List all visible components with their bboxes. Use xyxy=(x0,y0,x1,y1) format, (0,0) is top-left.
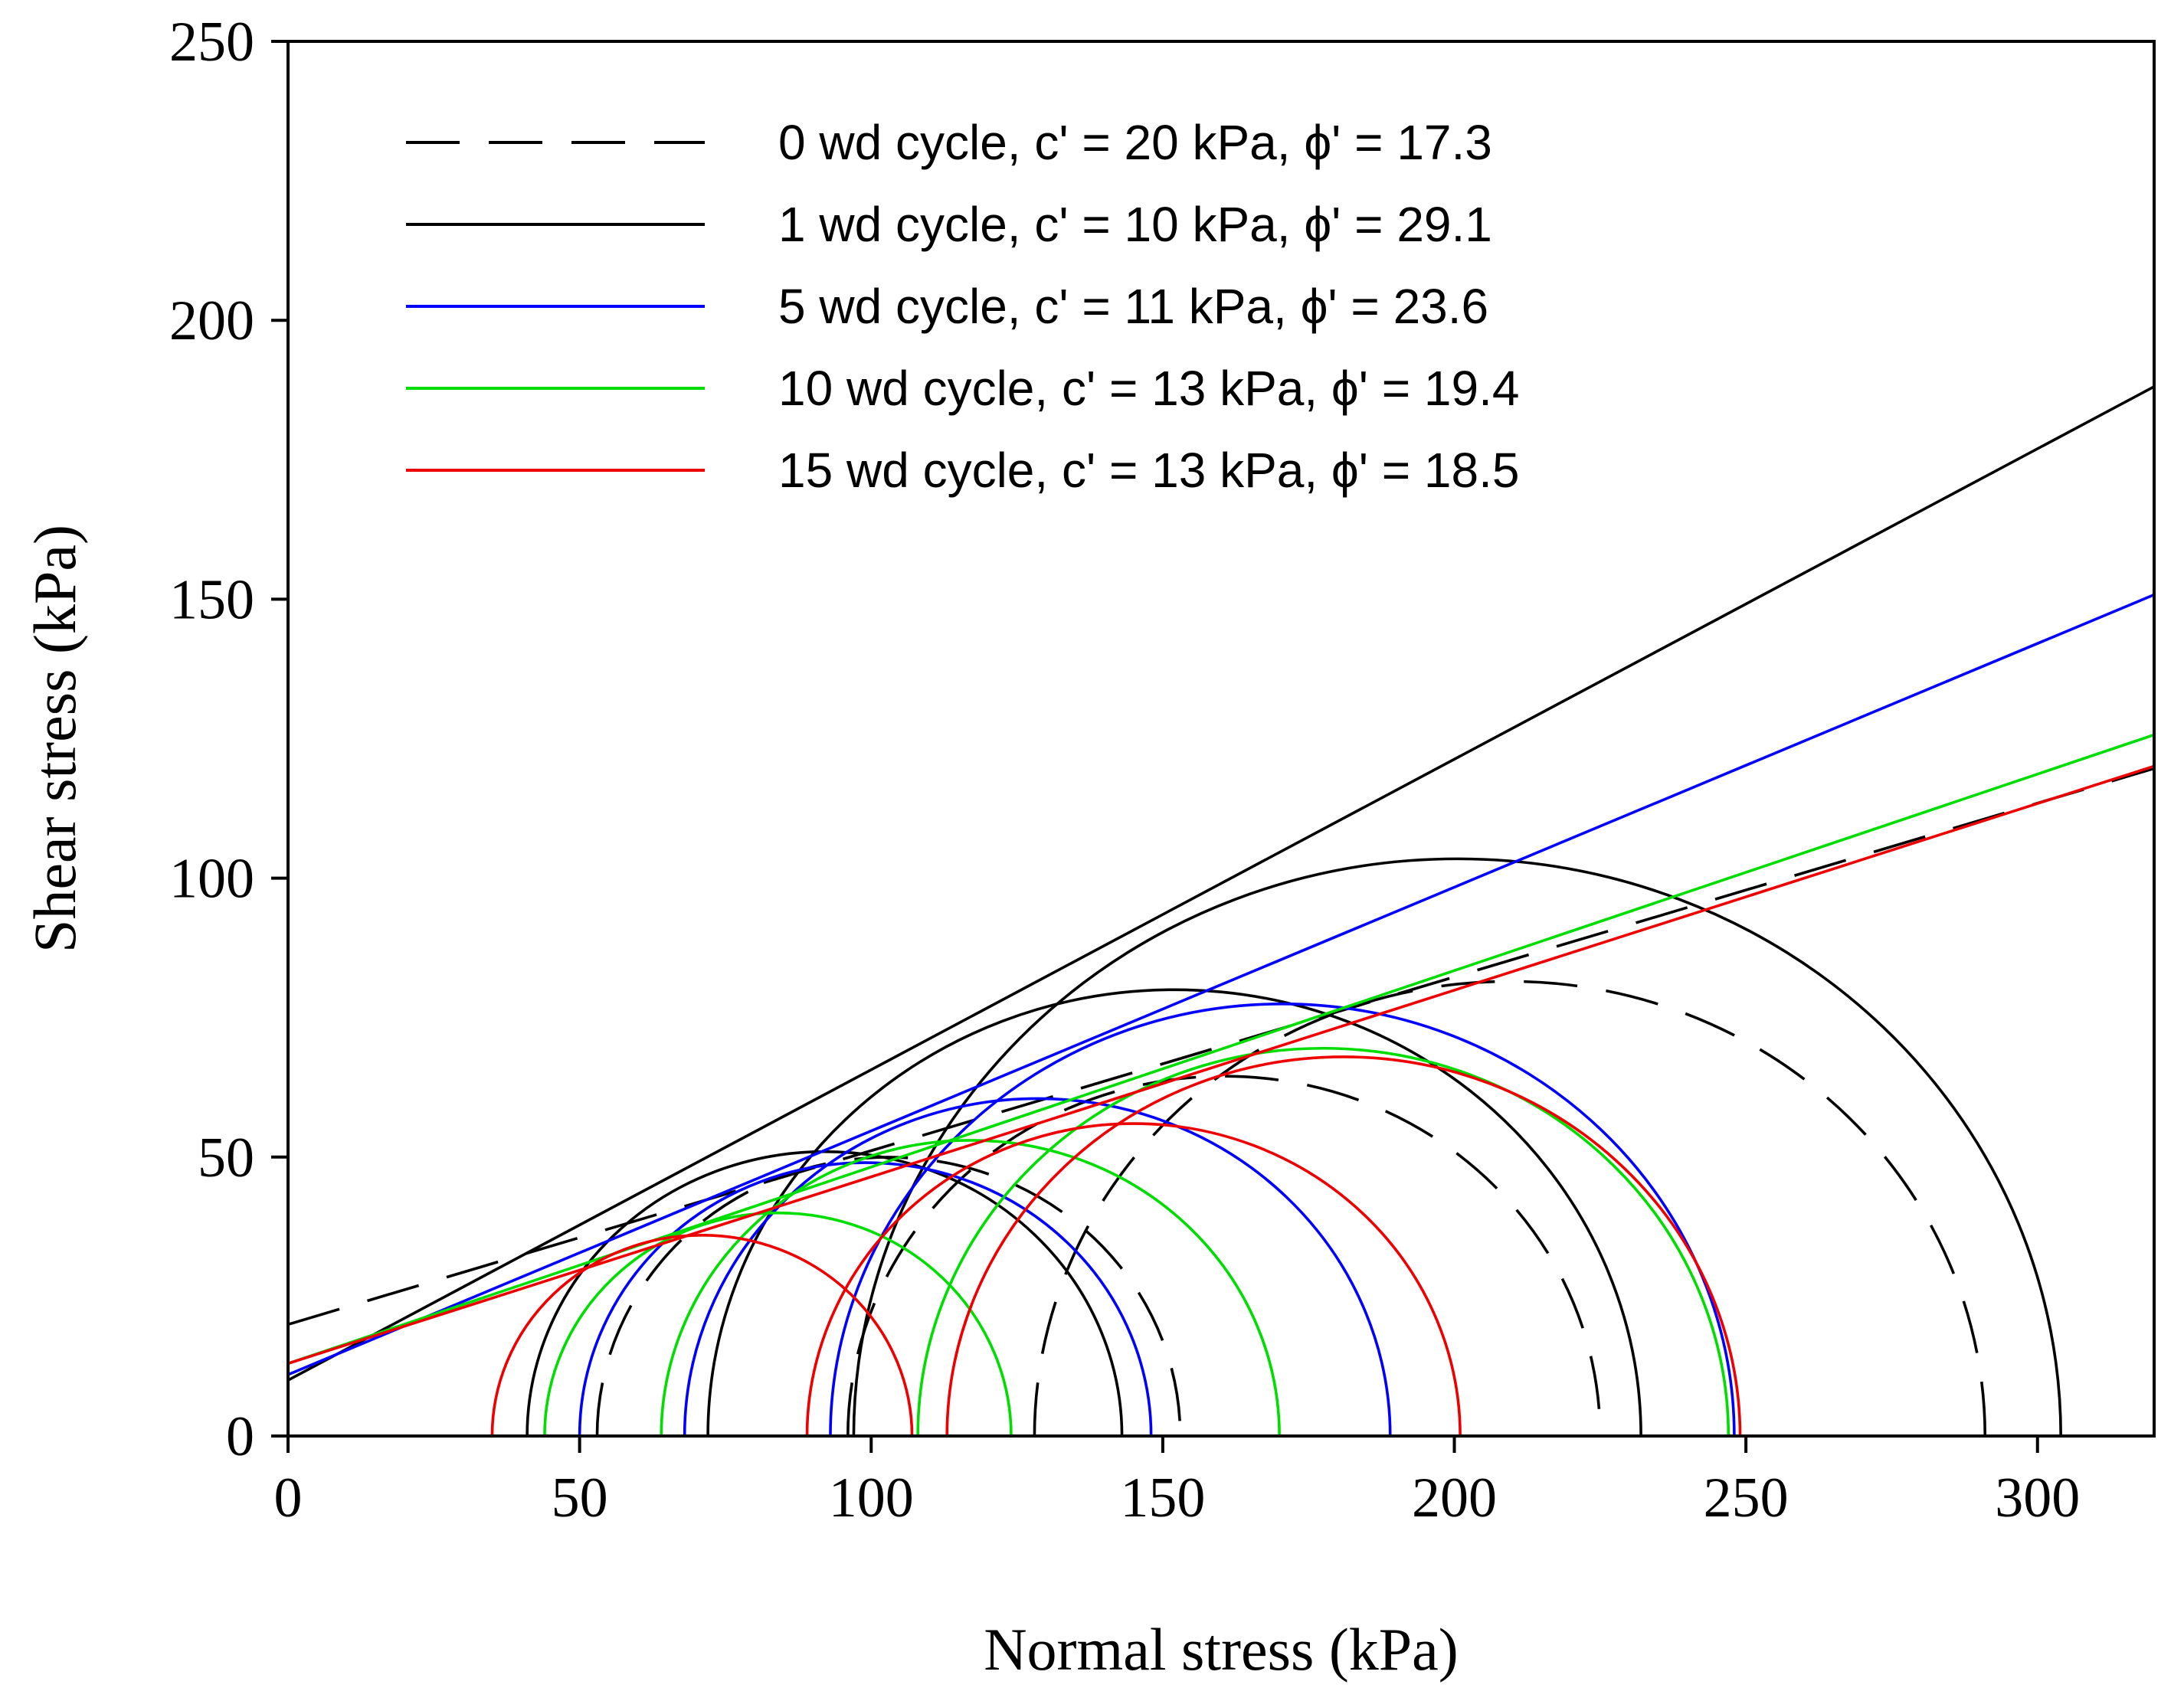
series-2 xyxy=(288,593,2154,1436)
x-tick-label-1: 50 xyxy=(552,1467,608,1529)
legend-label-2: 5 wd cycle, c' = 11 kPa, ϕ' = 23.6 xyxy=(778,279,1488,334)
mohr-circle-0-0 xyxy=(595,1156,1182,1436)
mohr-circle-2-0 xyxy=(578,1161,1153,1436)
mohr-circle-0-1 xyxy=(846,1075,1602,1436)
y-tick-label-4: 200 xyxy=(169,289,254,352)
x-tick-label-2: 100 xyxy=(829,1467,914,1529)
mohr-circle-4-0 xyxy=(490,1234,914,1436)
y-tick-label-0: 0 xyxy=(226,1405,254,1468)
legend-label-1: 1 wd cycle, c' = 10 kPa, ϕ' = 29.1 xyxy=(778,197,1492,252)
legend-label-3: 10 wd cycle, c' = 13 kPa, ϕ' = 19.4 xyxy=(778,361,1519,416)
plot-area xyxy=(288,385,2154,1436)
legend: 0 wd cycle, c' = 20 kPa, ϕ' = 17.3 1 wd c… xyxy=(406,115,1519,498)
y-tick-label-1: 50 xyxy=(198,1127,254,1189)
x-axis-title: Normal stress (kPa) xyxy=(984,1616,1459,1683)
failure-envelope-3 xyxy=(288,733,2154,1366)
series-3 xyxy=(288,733,2154,1436)
series-1 xyxy=(288,385,2154,1436)
failure-envelope-1 xyxy=(288,385,2154,1382)
y-tick-label-3: 150 xyxy=(169,568,254,631)
mohr-circle-0-2 xyxy=(1033,980,1987,1436)
axes: 0 50 100 150 200 250 300 0 50 100 150 200 250 xyxy=(169,11,2156,1529)
failure-envelope-0 xyxy=(288,767,2154,1326)
mohr-circle-2-1 xyxy=(683,1097,1392,1436)
x-tick-label-0: 0 xyxy=(274,1467,303,1529)
mohr-circle-2-2 xyxy=(829,1002,1736,1436)
failure-envelope-4 xyxy=(288,764,2154,1366)
plot-frame xyxy=(287,40,2156,1438)
mohr-circle-3-2 xyxy=(916,1047,1731,1436)
x-tick-label-6: 300 xyxy=(1995,1467,2080,1529)
failure-envelope-2 xyxy=(288,593,2154,1376)
mohr-circle-3-0 xyxy=(543,1211,1013,1436)
mohr-circle-4-2 xyxy=(945,1055,1742,1436)
x-tick-label-5: 250 xyxy=(1704,1467,1789,1529)
x-tick-label-3: 150 xyxy=(1120,1467,1205,1529)
y-tick-label-5: 250 xyxy=(169,11,254,74)
legend-label-0: 0 wd cycle, c' = 20 kPa, ϕ' = 17.3 xyxy=(778,115,1492,170)
legend-label-4: 15 wd cycle, c' = 13 kPa, ϕ' = 18.5 xyxy=(778,443,1519,498)
mohr-circle-3-1 xyxy=(660,1139,1281,1436)
x-tick-label-4: 200 xyxy=(1412,1467,1497,1529)
mohr-circle-4-1 xyxy=(805,1122,1462,1436)
y-tick-label-2: 100 xyxy=(169,848,254,911)
y-axis-title: Shear stress (kPa) xyxy=(21,525,88,953)
series-4 xyxy=(288,764,2154,1436)
